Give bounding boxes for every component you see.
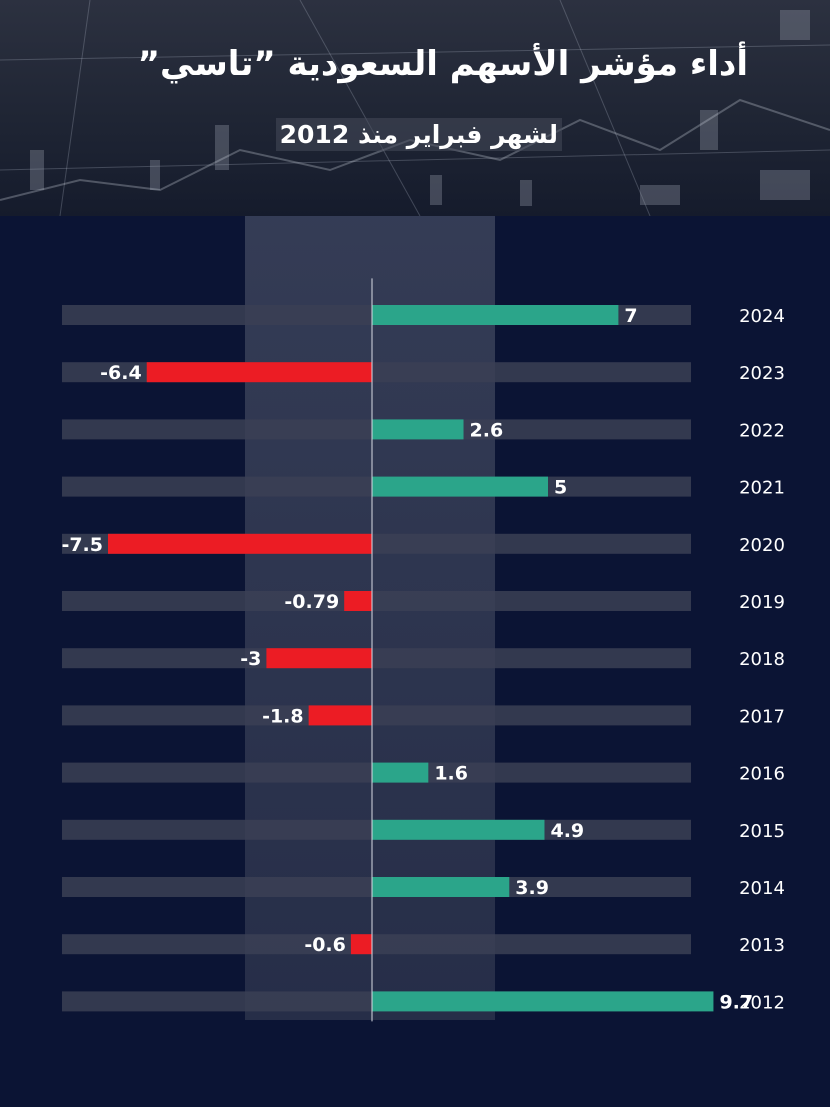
data-label: 5 xyxy=(554,477,567,499)
tick-label: 2012 xyxy=(739,992,785,1013)
data-label: -6.4 xyxy=(100,362,142,384)
chart-title: أداء مؤشر الأسهم السعودية ”تاسي” xyxy=(137,44,748,84)
bar xyxy=(266,648,372,669)
bar-track xyxy=(62,648,691,669)
tick-label: 2017 xyxy=(739,706,785,727)
bar xyxy=(372,819,545,840)
tick-label: 2015 xyxy=(739,821,785,842)
data-label: 7 xyxy=(624,305,637,327)
bar xyxy=(344,591,372,611)
tick-label: 2019 xyxy=(739,592,785,613)
data-label: -1.8 xyxy=(262,705,304,727)
bar-track xyxy=(62,934,691,955)
bar xyxy=(372,762,429,783)
data-label: -0.79 xyxy=(284,591,339,613)
bar-track xyxy=(62,591,691,611)
bar xyxy=(372,991,714,1012)
data-label: 2.6 xyxy=(470,419,504,441)
bar xyxy=(108,533,372,554)
tick-label: 2016 xyxy=(739,764,785,785)
bar xyxy=(372,476,548,497)
data-label: 3.9 xyxy=(515,877,549,899)
data-label: 9.7 xyxy=(719,991,753,1013)
data-label: -0.6 xyxy=(304,934,346,956)
bar xyxy=(372,419,464,440)
data-label: -7.5 xyxy=(61,534,103,556)
tick-label: 2018 xyxy=(739,649,785,670)
tick-label: 2024 xyxy=(739,306,785,327)
tick-label: 2022 xyxy=(739,420,785,441)
data-label: 1.6 xyxy=(434,763,468,785)
bar xyxy=(372,305,619,325)
tick-label: 2013 xyxy=(739,935,785,956)
tick-label: 2014 xyxy=(739,878,785,899)
bar xyxy=(146,362,372,383)
bar-track xyxy=(62,705,691,726)
tick-label: 2023 xyxy=(739,363,785,384)
chart-subtitle: لشهر فبراير منذ 2012 xyxy=(275,118,562,151)
bar xyxy=(350,934,372,955)
data-label: -3 xyxy=(240,648,261,670)
bar xyxy=(308,705,372,726)
tick-label: 2020 xyxy=(739,535,785,556)
header-background xyxy=(0,0,830,216)
tick-label: 2021 xyxy=(739,478,785,499)
data-label: 4.9 xyxy=(550,820,584,842)
bar xyxy=(372,877,510,897)
